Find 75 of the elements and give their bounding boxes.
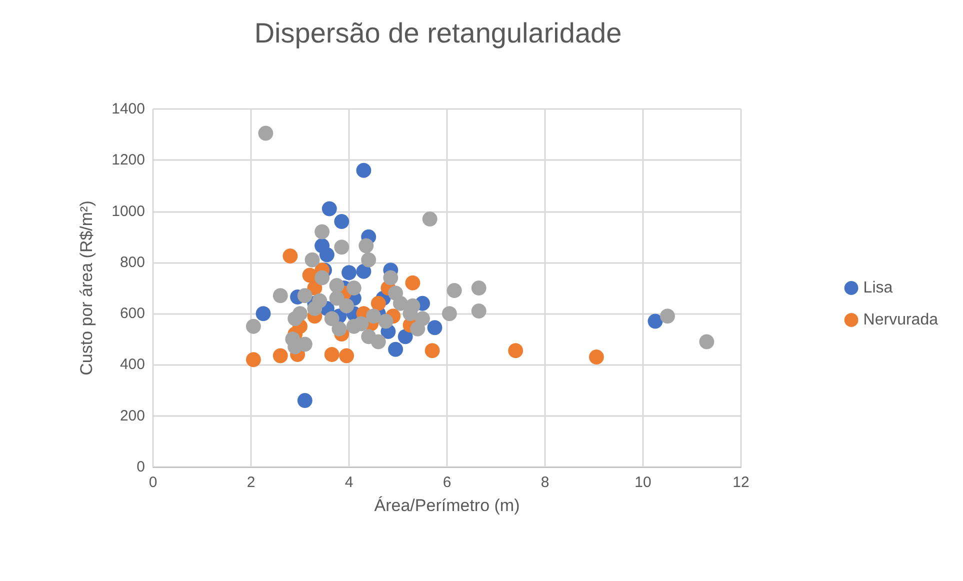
point [319,247,334,262]
point [361,252,376,268]
x-tick-label: 10 [634,474,652,491]
point [288,311,303,326]
point [304,252,320,268]
point [339,298,354,314]
point [370,334,386,350]
point [339,348,354,364]
point [324,346,340,362]
point [370,296,386,311]
point [282,248,298,264]
y-tick-label: 800 [120,254,145,271]
point [358,238,374,254]
point [660,308,675,324]
x-tick-label: 6 [442,474,452,491]
y-tick-label: 1400 [112,100,145,118]
point [332,321,347,336]
point [446,283,462,298]
x-tick-label: 0 [148,474,158,491]
point [329,290,344,306]
legend-label: Nervurada [863,312,938,328]
point [388,342,404,357]
point [588,350,604,365]
y-tick-label: 1200 [112,152,145,169]
point [366,308,381,324]
point [258,126,274,141]
y-tick-label: 1000 [112,202,145,220]
y-tick-label: 600 [120,305,145,322]
point [415,311,430,326]
x-tick-label: 2 [246,474,256,491]
point [471,280,486,296]
y-axis-title: Custo por área (R$/m²) [77,200,96,376]
point [424,343,440,358]
point [442,306,457,322]
point [246,352,261,368]
point [346,280,362,296]
point [314,224,330,240]
point [272,348,288,364]
point [471,304,486,319]
point [322,201,337,216]
point [297,393,312,408]
point [324,311,340,326]
point [405,275,420,290]
x-tick-label: 12 [732,474,750,491]
point [256,306,271,322]
legend-label: Lisa [863,280,893,296]
point [398,329,413,344]
point [699,334,714,350]
point [378,314,394,329]
x-tick-label: 4 [344,474,354,491]
point [307,300,322,316]
point [314,270,330,286]
y-tick-label: 400 [120,356,145,374]
point [334,240,350,255]
point [392,296,408,311]
point [356,264,372,279]
point [427,320,442,336]
point [329,278,344,293]
y-tick-label: 0 [136,458,145,476]
point [356,162,372,178]
point [508,343,524,358]
y-tick-label: 200 [120,407,145,424]
point [354,316,369,332]
point [334,214,350,230]
point [383,270,398,286]
point [405,298,420,314]
point [272,288,288,304]
point [422,211,438,226]
point [648,314,663,329]
x-axis-title: Área/Perímetro (m) [374,496,520,515]
point [342,265,356,280]
chart-title: Dispersão de retangularidade [254,18,622,48]
point [246,318,261,334]
x-tick-label: 8 [540,474,550,491]
point [297,288,312,304]
